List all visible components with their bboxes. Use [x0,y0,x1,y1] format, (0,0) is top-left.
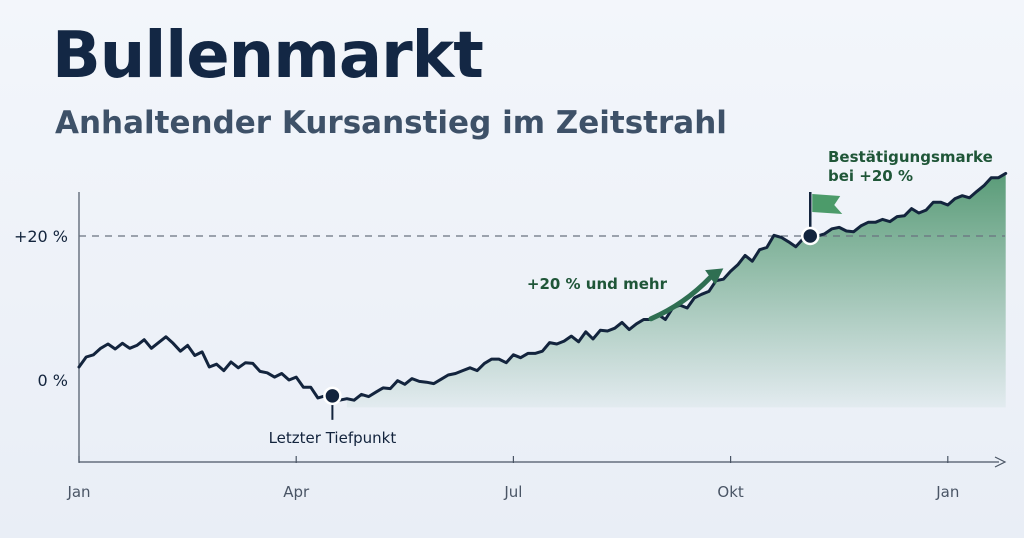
page-subtitle: Anhaltender Kursanstieg im Zeitstrahl [55,105,727,141]
confirmation-label-line-0: Bestätigungsmarke [828,148,993,166]
y-tick-label-0: 0 % [38,371,68,390]
confirmation-marker [800,226,820,246]
y-tick-label-1: +20 % [14,227,68,246]
line-layer [77,171,1008,402]
trend-arrow-label: +20 % und mehr [527,275,668,293]
shaded-gain-area [346,173,1006,408]
x-tick-label-3: Okt [717,483,743,501]
x-tick-label-2: Jul [503,483,522,501]
axes-layer: Jan Apr Jul Okt Jan 0 % +20 % [14,192,1007,501]
x-axis-arrowhead [994,456,1007,468]
price-series-line [77,171,1008,402]
trend-arrow-shaft [648,275,713,322]
x-tick-label-4: Jan [935,483,959,501]
flag-icon [812,194,843,214]
trend-arrow-head [705,268,724,285]
confirmation-label-line-1: bei +20 % [828,167,913,185]
low-point-marker [323,386,342,406]
area-layer [346,173,1006,408]
low-point-label: Letzter Tiefpunkt [269,429,397,447]
x-tick-label-1: Apr [283,483,310,501]
page-title: Bullenmarkt [52,19,484,93]
annotation-layer: Letzter Tiefpunkt +20 % und mehr Bestätigu… [269,148,993,447]
x-tick-label-0: Jan [66,483,90,501]
